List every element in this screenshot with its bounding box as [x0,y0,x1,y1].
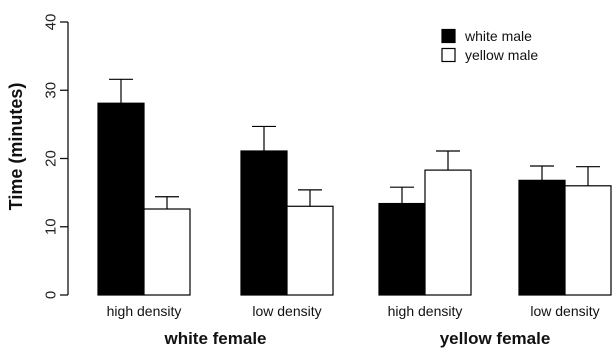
bar-white-male-3 [378,202,426,296]
legend-label: white male [464,28,532,44]
y-tick-label: 30 [42,82,59,99]
bar-yellow-male-2 [286,205,334,296]
category-label: low density [252,303,321,319]
legend-label: yellow male [465,47,538,63]
legend-swatch [441,47,456,63]
y-axis: 0 10 20 30 40 [42,14,69,299]
y-axis-label: Time (minutes) [6,83,26,211]
bar-yellow-male-4 [564,185,612,296]
group-label: white female [163,329,266,348]
category-label: high density [107,303,182,319]
bar-white-male-1 [97,102,145,296]
y-tick-label: 20 [42,150,59,167]
legend: white male yellow male [441,28,538,63]
category-label: low density [530,303,599,319]
bars [97,78,612,296]
group-labels: white female yellow female [163,329,550,348]
bar-white-male-4 [518,179,566,296]
legend-swatch [441,28,456,44]
bar-yellow-male-1 [143,208,191,296]
y-tick-label: 0 [42,291,59,299]
bar-white-male-2 [240,150,288,296]
bar-yellow-male-3 [424,169,472,296]
category-label: high density [388,303,463,319]
category-labels: high density low density high density low d… [107,303,600,319]
group-label: yellow female [440,329,551,348]
y-tick-label: 40 [42,14,59,31]
y-tick-label: 10 [42,218,59,235]
